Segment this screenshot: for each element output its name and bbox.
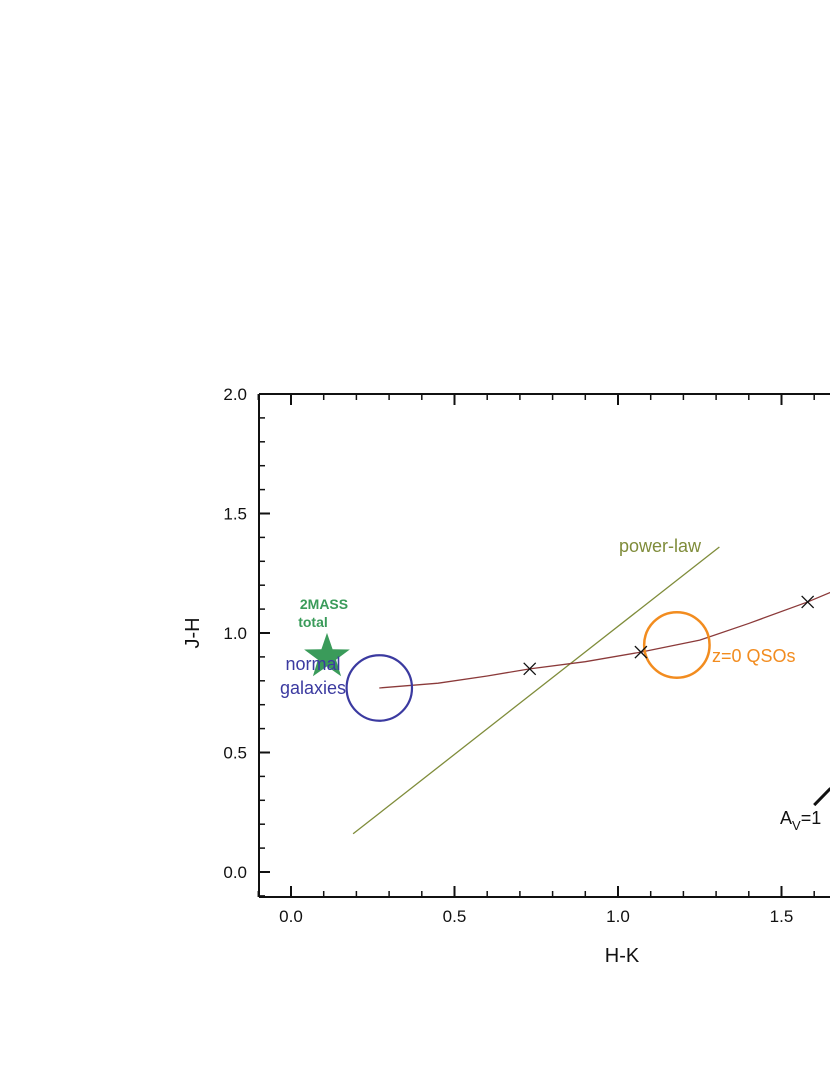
reddening-label-main: A (780, 808, 792, 828)
twomass-star-marker (304, 632, 350, 677)
x-tick-label: 1.0 (606, 907, 630, 926)
reddening-label-tail: =1 (801, 808, 822, 828)
y-tick-label: 1.5 (223, 505, 247, 524)
y-tick-label: 0.0 (223, 863, 247, 882)
power-law-line (352, 546, 720, 835)
twomass-label-line2: total (298, 614, 328, 630)
track-marker-stroke (523, 662, 537, 676)
reddening-label: AV=1 (780, 808, 821, 833)
normal-galaxies-label-line2: galaxies (280, 678, 346, 698)
normal-galaxies-label-line1: normal (285, 654, 340, 674)
power-law-label: power-law (619, 536, 702, 556)
track-marker-stroke (801, 595, 815, 609)
x-tick-label: 0.0 (279, 907, 303, 926)
qso-region-label: z=0 QSOs (712, 646, 796, 666)
twomass-label-line1: 2MASS (300, 596, 348, 612)
x-axis-title: H-K (605, 945, 640, 967)
y-axis-ticks: 0.0 0.5 1.0 1.5 2.0 (223, 385, 270, 897)
y-tick-label: 2.0 (223, 385, 247, 404)
track-marker (523, 662, 537, 676)
reddening-vector (813, 787, 830, 807)
x-tick-label: 1.5 (770, 907, 794, 926)
reddening-label-sub: V (792, 818, 801, 833)
x-tick-label: 0.5 (443, 907, 467, 926)
y-tick-label: 1.0 (223, 624, 247, 643)
y-tick-label: 0.5 (223, 744, 247, 763)
track-marker (634, 645, 648, 659)
normal-galaxies-circle (345, 654, 414, 722)
y-axis-title: J-H (182, 617, 204, 648)
qso-region-circle (642, 610, 711, 679)
track-marker (801, 595, 815, 609)
track-marker-stroke (634, 645, 648, 659)
plot-area (304, 546, 830, 835)
qso-track-line (379, 591, 830, 689)
